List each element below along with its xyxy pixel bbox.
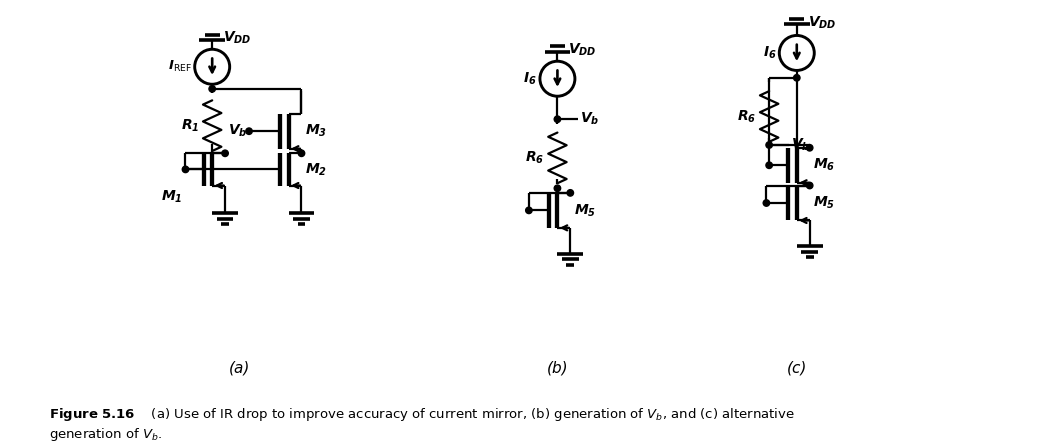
Text: $\bfit{R}_6$: $\bfit{R}_6$ (525, 150, 544, 166)
Text: $\bfit{M}_2$: $\bfit{M}_2$ (305, 161, 327, 178)
Text: $\bfit{V}_b$: $\bfit{V}_b$ (791, 137, 810, 153)
Text: $\bfit{M}_5$: $\bfit{M}_5$ (574, 202, 596, 218)
Circle shape (766, 142, 772, 148)
Text: $\bfit{R}_6$: $\bfit{R}_6$ (737, 108, 756, 125)
Text: $\bfit{V}_b$: $\bfit{V}_b$ (579, 111, 599, 127)
Circle shape (568, 190, 574, 196)
Text: $\bfit{R}_1$: $\bfit{R}_1$ (180, 117, 199, 134)
Text: $\bfit{M}_5$: $\bfit{M}_5$ (813, 195, 836, 211)
Text: $\bfit{I}_6$: $\bfit{I}_6$ (763, 45, 776, 61)
Circle shape (554, 116, 560, 122)
Circle shape (525, 207, 532, 214)
Text: (b): (b) (546, 360, 569, 376)
Text: (a): (a) (229, 360, 250, 376)
Circle shape (183, 166, 189, 173)
Text: $\bfit{V}_{DD}$: $\bfit{V}_{DD}$ (808, 14, 837, 31)
Text: $\bfit{V}_{DD}$: $\bfit{V}_{DD}$ (224, 30, 252, 46)
Text: $\bfit{M}_3$: $\bfit{M}_3$ (305, 123, 327, 139)
Text: $\mathbf{Figure\ 5.16}$    (a) Use of IR drop to improve accuracy of current mir: $\mathbf{Figure\ 5.16}$ (a) Use of IR dr… (50, 406, 795, 443)
Text: $\bfit{I}_6$: $\bfit{I}_6$ (523, 70, 537, 87)
Circle shape (209, 85, 215, 92)
Circle shape (222, 150, 228, 157)
Text: $\bfit{M}_1$: $\bfit{M}_1$ (161, 188, 183, 205)
Circle shape (763, 200, 769, 206)
Circle shape (554, 185, 560, 191)
Circle shape (793, 75, 800, 81)
Text: $\bfit{M}_6$: $\bfit{M}_6$ (813, 157, 836, 174)
Text: $\bfit{V}_{DD}$: $\bfit{V}_{DD}$ (569, 42, 597, 58)
Text: $\bfit{I}_{\rm REF}$: $\bfit{I}_{\rm REF}$ (168, 59, 192, 74)
Circle shape (806, 145, 813, 151)
Circle shape (766, 162, 772, 169)
Text: (c): (c) (787, 360, 807, 376)
Text: $\bfit{V}_b$: $\bfit{V}_b$ (228, 123, 247, 139)
Circle shape (806, 182, 813, 189)
Circle shape (246, 128, 252, 134)
Circle shape (299, 150, 305, 157)
